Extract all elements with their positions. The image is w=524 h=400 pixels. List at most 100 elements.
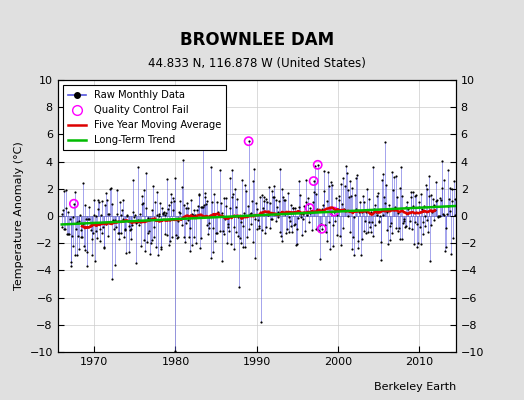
Point — [423, 186, 432, 192]
Point — [329, 222, 337, 228]
Point — [123, 212, 131, 218]
Point — [445, 208, 454, 214]
Point — [389, 186, 397, 193]
Point — [145, 228, 153, 234]
Point — [203, 198, 212, 204]
Point — [215, 213, 223, 219]
Point — [352, 175, 360, 181]
Point — [63, 209, 72, 216]
Point — [229, 191, 237, 197]
Point — [335, 193, 344, 199]
Point — [359, 199, 368, 206]
Point — [266, 200, 275, 206]
Point — [225, 228, 233, 234]
Point — [262, 196, 270, 202]
Point — [318, 226, 326, 232]
Point — [281, 211, 289, 218]
Point — [198, 204, 206, 210]
Point — [74, 218, 83, 224]
Point — [406, 218, 414, 224]
Point — [132, 220, 140, 226]
Point — [151, 199, 159, 206]
Point — [357, 209, 366, 216]
Point — [97, 198, 106, 204]
Point — [130, 212, 139, 219]
Point — [307, 208, 315, 214]
Point — [256, 194, 264, 200]
Point — [328, 182, 336, 188]
Y-axis label: Temperature Anomaly (°C): Temperature Anomaly (°C) — [14, 142, 24, 290]
Point — [299, 216, 308, 223]
Point — [177, 215, 185, 222]
Point — [331, 208, 339, 214]
Point — [144, 230, 152, 236]
Point — [179, 202, 188, 208]
Point — [311, 226, 320, 232]
Point — [118, 207, 126, 214]
Point — [294, 215, 302, 221]
Point — [98, 230, 106, 236]
Point — [239, 222, 247, 229]
Point — [147, 240, 155, 246]
Point — [170, 198, 178, 204]
Point — [446, 185, 455, 191]
Point — [174, 218, 182, 224]
Point — [309, 199, 317, 205]
Point — [217, 258, 226, 264]
Point — [297, 214, 305, 220]
Point — [433, 196, 441, 203]
Point — [158, 205, 166, 212]
Point — [440, 212, 449, 219]
Point — [72, 226, 80, 232]
Point — [233, 196, 242, 202]
Point — [345, 178, 354, 184]
Point — [136, 218, 145, 225]
Point — [146, 216, 155, 222]
Point — [278, 186, 287, 192]
Point — [68, 233, 76, 240]
Point — [82, 216, 90, 222]
Point — [416, 224, 424, 230]
Point — [420, 203, 428, 210]
Point — [91, 213, 100, 219]
Point — [195, 192, 203, 198]
Point — [115, 230, 124, 236]
Point — [339, 174, 347, 181]
Point — [352, 206, 361, 212]
Point — [343, 170, 351, 176]
Point — [183, 200, 191, 206]
Point — [350, 214, 358, 220]
Point — [213, 199, 221, 206]
Point — [156, 244, 165, 250]
Point — [305, 205, 314, 211]
Point — [90, 197, 98, 203]
Point — [407, 194, 416, 200]
Point — [299, 210, 307, 217]
Point — [421, 223, 429, 229]
Point — [216, 167, 224, 174]
Point — [137, 243, 145, 249]
Point — [290, 220, 299, 227]
Point — [315, 228, 323, 234]
Point — [377, 239, 386, 246]
Point — [402, 223, 411, 230]
Point — [232, 228, 240, 235]
Point — [68, 243, 77, 249]
Point — [255, 225, 264, 231]
Point — [227, 241, 235, 247]
Point — [231, 186, 239, 192]
Point — [243, 212, 251, 219]
Point — [291, 205, 300, 212]
Point — [372, 209, 380, 215]
Point — [253, 206, 261, 212]
Point — [172, 235, 181, 242]
Point — [438, 158, 446, 165]
Point — [283, 190, 292, 196]
Point — [121, 226, 129, 232]
Point — [189, 211, 198, 218]
Point — [185, 248, 194, 255]
Point — [220, 195, 228, 202]
Point — [412, 221, 421, 228]
Point — [247, 210, 256, 216]
Point — [211, 213, 219, 219]
